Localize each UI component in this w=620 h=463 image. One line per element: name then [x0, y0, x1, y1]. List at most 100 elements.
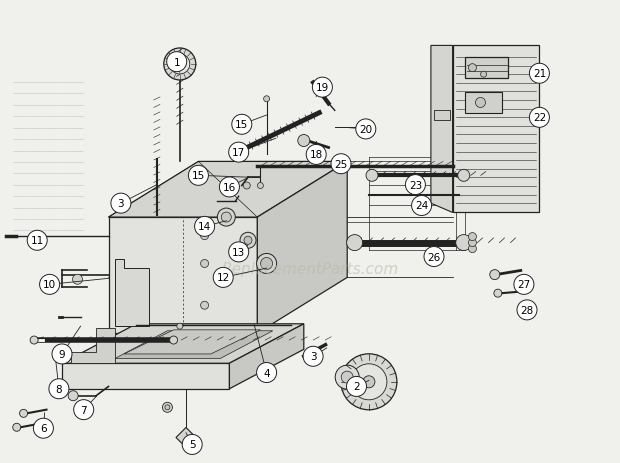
Text: 8: 8: [56, 384, 62, 394]
Text: 27: 27: [517, 280, 531, 290]
Circle shape: [257, 183, 264, 189]
Text: 10: 10: [43, 280, 56, 290]
Polygon shape: [115, 259, 149, 326]
Circle shape: [219, 177, 239, 198]
Circle shape: [243, 182, 250, 190]
Text: 7: 7: [81, 405, 87, 415]
Text: 19: 19: [316, 83, 329, 93]
Circle shape: [52, 344, 72, 364]
Text: 17: 17: [232, 148, 246, 158]
Text: ──────────────────────: ──────────────────────: [12, 81, 84, 86]
Polygon shape: [229, 324, 304, 389]
Circle shape: [232, 115, 252, 135]
Circle shape: [347, 235, 363, 251]
Polygon shape: [465, 93, 502, 113]
Circle shape: [33, 418, 53, 438]
Circle shape: [303, 346, 323, 367]
Circle shape: [257, 254, 277, 274]
Text: 15: 15: [235, 120, 249, 130]
Text: ──────────────────────: ──────────────────────: [12, 183, 84, 188]
Circle shape: [312, 78, 332, 98]
Circle shape: [165, 405, 170, 410]
Circle shape: [257, 363, 277, 383]
Circle shape: [68, 391, 78, 401]
Text: ──────────────────────: ──────────────────────: [12, 126, 84, 131]
Text: 3: 3: [310, 351, 316, 362]
Circle shape: [188, 166, 208, 186]
Circle shape: [162, 402, 172, 413]
Circle shape: [111, 194, 131, 214]
Circle shape: [529, 108, 549, 128]
Circle shape: [356, 119, 376, 140]
Circle shape: [412, 196, 432, 216]
Circle shape: [213, 268, 233, 288]
Circle shape: [240, 233, 256, 249]
Text: ──────────────────────: ──────────────────────: [12, 206, 84, 211]
Circle shape: [363, 376, 375, 388]
Polygon shape: [115, 331, 273, 359]
Circle shape: [335, 365, 359, 389]
Polygon shape: [176, 427, 196, 448]
Circle shape: [424, 247, 444, 267]
Circle shape: [73, 275, 82, 285]
Polygon shape: [453, 46, 539, 213]
Circle shape: [458, 170, 470, 182]
Circle shape: [480, 72, 487, 78]
Circle shape: [405, 175, 425, 195]
Text: 20: 20: [359, 125, 373, 135]
Text: 3: 3: [118, 199, 124, 209]
Text: 9: 9: [59, 349, 65, 359]
Polygon shape: [71, 329, 115, 363]
Text: 14: 14: [198, 222, 211, 232]
Text: ──────────────────────: ──────────────────────: [12, 229, 84, 234]
Circle shape: [40, 275, 60, 295]
Circle shape: [201, 260, 208, 268]
Text: 18: 18: [309, 150, 323, 160]
Text: ──────────────────────: ──────────────────────: [12, 195, 84, 200]
Circle shape: [298, 135, 310, 147]
Text: 23: 23: [409, 180, 422, 190]
Polygon shape: [257, 162, 347, 333]
Text: 6: 6: [40, 423, 46, 433]
Circle shape: [341, 354, 397, 410]
Circle shape: [229, 242, 249, 263]
Circle shape: [490, 270, 500, 280]
Circle shape: [20, 409, 27, 418]
Circle shape: [182, 434, 202, 455]
Circle shape: [167, 52, 187, 73]
Circle shape: [341, 371, 353, 383]
Text: ReplacementParts.com: ReplacementParts.com: [221, 261, 399, 276]
Circle shape: [170, 55, 190, 75]
Text: ──────────────────────: ──────────────────────: [12, 161, 84, 166]
Circle shape: [244, 237, 252, 245]
Circle shape: [27, 231, 47, 251]
Circle shape: [229, 143, 249, 163]
Text: 1: 1: [174, 57, 180, 68]
Circle shape: [164, 49, 196, 81]
Circle shape: [469, 239, 476, 247]
Circle shape: [306, 145, 326, 165]
Circle shape: [13, 423, 20, 432]
Text: 15: 15: [192, 171, 205, 181]
Polygon shape: [62, 324, 304, 363]
Circle shape: [469, 233, 476, 241]
Circle shape: [201, 301, 208, 310]
Text: 22: 22: [533, 113, 546, 123]
Text: 16: 16: [223, 182, 236, 193]
Circle shape: [201, 232, 208, 240]
Text: 5: 5: [189, 439, 195, 450]
Circle shape: [177, 324, 183, 329]
Text: ──────────────────────: ──────────────────────: [12, 115, 84, 120]
Circle shape: [476, 98, 485, 108]
Circle shape: [170, 336, 177, 344]
Text: ──────────────────────: ──────────────────────: [12, 138, 84, 143]
Text: ──────────────────────: ──────────────────────: [12, 104, 84, 109]
Circle shape: [49, 379, 69, 399]
Circle shape: [366, 170, 378, 182]
Text: 13: 13: [232, 247, 246, 257]
Circle shape: [264, 97, 270, 102]
Circle shape: [195, 217, 215, 237]
Text: 25: 25: [334, 159, 348, 169]
Text: 24: 24: [415, 201, 428, 211]
Circle shape: [260, 258, 273, 270]
